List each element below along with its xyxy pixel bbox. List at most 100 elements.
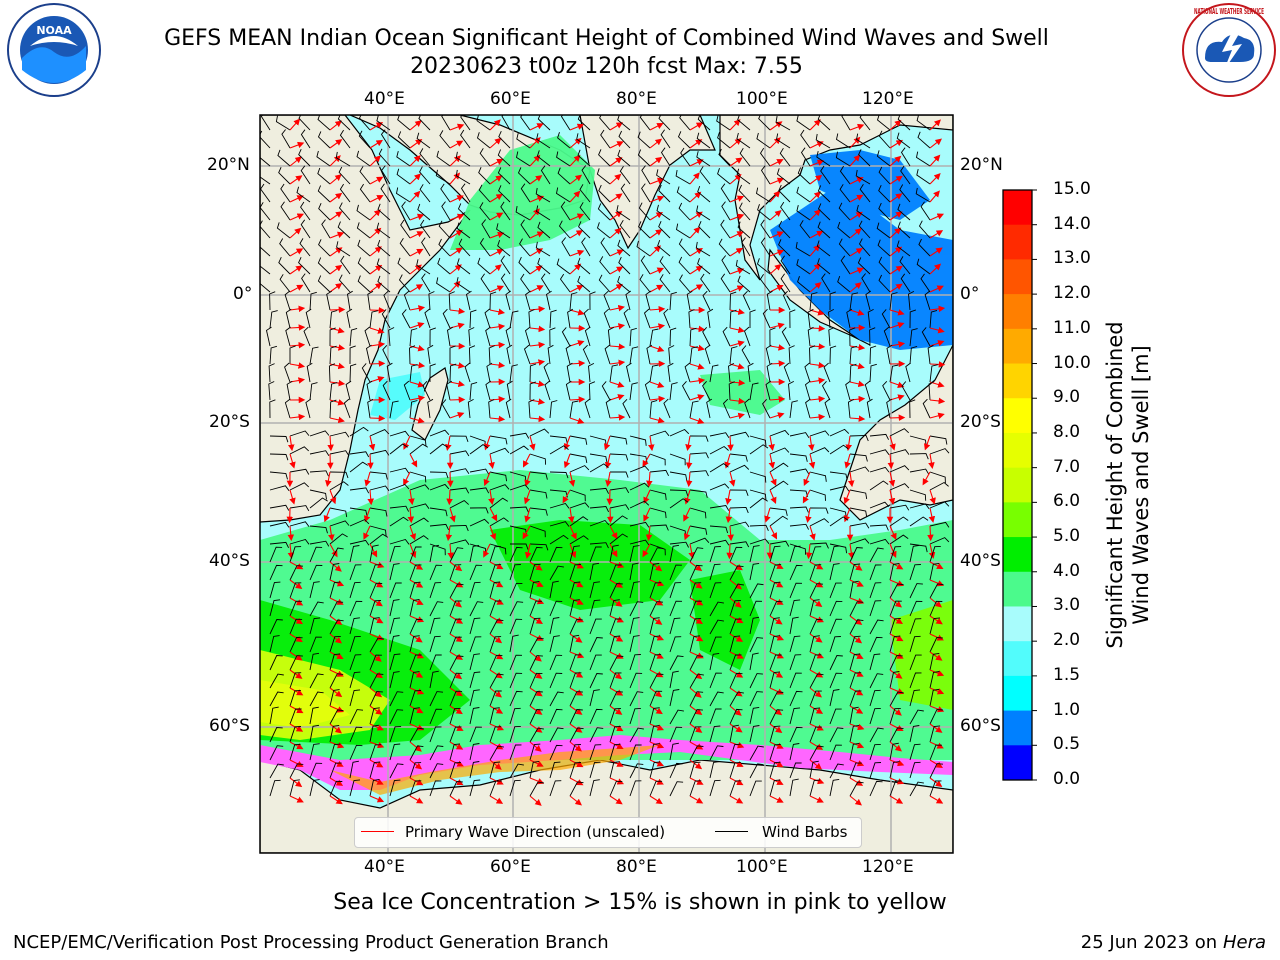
wind-barb xyxy=(529,655,543,671)
lat-tick-left-20n: 20°N xyxy=(207,155,250,175)
wind-barb xyxy=(520,115,531,131)
wind-barb xyxy=(779,147,791,167)
wind-barb xyxy=(309,779,320,797)
wave-direction-arrow xyxy=(529,705,543,715)
wave-direction-arrow xyxy=(729,723,743,733)
wind-barb xyxy=(569,516,589,527)
wave-direction-arrow xyxy=(489,361,506,369)
wind-barb xyxy=(649,690,663,707)
wind-barb xyxy=(649,635,661,653)
wind-barb xyxy=(658,115,671,131)
wind-barb xyxy=(909,583,923,599)
wave-direction-arrow xyxy=(369,705,383,715)
wave-direction-arrow xyxy=(929,361,946,368)
wind-barb xyxy=(804,380,811,401)
wind-barb xyxy=(349,519,370,527)
wind-barb xyxy=(284,290,291,311)
wind-barb xyxy=(598,184,611,203)
wind-barb xyxy=(889,428,910,437)
wind-barb xyxy=(789,707,801,725)
wind-barb xyxy=(289,446,310,455)
wind-barb xyxy=(889,671,900,689)
wind-barb xyxy=(689,564,703,581)
wave-direction-arrow xyxy=(805,507,812,524)
wave-direction-arrow xyxy=(369,579,384,588)
wind-barb xyxy=(684,362,691,383)
wave-direction-arrow xyxy=(409,305,426,312)
wind-barb xyxy=(289,582,302,599)
wind-barb xyxy=(769,671,781,689)
wind-barb xyxy=(899,256,911,275)
wind-barb xyxy=(929,521,950,528)
wind-barb xyxy=(409,671,420,689)
wind-barb xyxy=(618,256,631,275)
wind-barb xyxy=(489,726,502,743)
wind-barb xyxy=(918,238,931,257)
wave-direction-arrow xyxy=(609,633,624,642)
wind-barb xyxy=(569,453,588,463)
wind-barb xyxy=(309,430,330,437)
wave-direction-arrow xyxy=(849,194,864,203)
wind-barb xyxy=(506,344,513,365)
wind-barb xyxy=(403,380,411,401)
wind-barb xyxy=(729,453,748,462)
wind-barb xyxy=(649,328,659,347)
wind-barb xyxy=(489,447,510,455)
wave-direction-arrow xyxy=(809,759,822,770)
wind-barb xyxy=(301,273,311,293)
wave-direction-arrow xyxy=(329,723,342,734)
wind-barb xyxy=(561,327,571,347)
wind-barb xyxy=(329,431,350,438)
wind-barb xyxy=(929,671,940,689)
wave-direction-arrow xyxy=(409,525,417,541)
wave-direction-arrow xyxy=(529,561,543,571)
wave-direction-arrow xyxy=(729,633,744,642)
wind-barb xyxy=(529,581,540,599)
wind-barb xyxy=(509,744,522,761)
wind-barb xyxy=(749,545,760,563)
colorbar-segment xyxy=(1003,537,1032,573)
wind-barb xyxy=(509,690,523,707)
wave-direction-arrow xyxy=(329,561,342,572)
wind-barb xyxy=(429,523,450,531)
wave-direction-arrow xyxy=(369,227,382,239)
wind-barb xyxy=(469,601,484,617)
colorbar-segment xyxy=(1003,328,1032,365)
wind-barb xyxy=(349,635,361,653)
wave-direction-arrow xyxy=(929,138,942,149)
wind-barb xyxy=(847,398,855,419)
wind-barb xyxy=(561,237,571,257)
wind-barb xyxy=(340,255,351,275)
wind-barb xyxy=(289,689,301,707)
wave-height-field xyxy=(260,135,953,760)
lat-tick-right-20n: 20°N xyxy=(960,155,1003,175)
wave-direction-arrow xyxy=(805,543,813,560)
wave-direction-arrow xyxy=(329,247,343,257)
wave-direction-arrow xyxy=(927,525,934,542)
wave-direction-arrow xyxy=(369,687,383,698)
wave-direction-arrow xyxy=(808,453,816,469)
wind-barb xyxy=(589,727,604,743)
wind-barb xyxy=(280,201,291,221)
wind-barb xyxy=(789,309,796,329)
wind-barb xyxy=(782,290,791,311)
wind-barb xyxy=(800,129,811,149)
wind-barb xyxy=(380,129,391,149)
wind-barb xyxy=(396,150,411,167)
wind-barb xyxy=(741,345,751,365)
wind-barb xyxy=(509,779,521,797)
wave-direction-arrow xyxy=(489,415,506,423)
wave-direction-arrow xyxy=(329,231,345,239)
wave-direction-arrow xyxy=(809,244,820,257)
wind-barb xyxy=(849,619,864,635)
wind-barb xyxy=(649,761,661,779)
wave-direction-arrow xyxy=(889,525,897,541)
wind-barb xyxy=(609,672,622,689)
wind-barb xyxy=(869,466,890,473)
wind-barb xyxy=(660,129,671,149)
wind-barb xyxy=(403,290,411,311)
wind-barb xyxy=(449,487,470,494)
wind-barb xyxy=(649,654,662,671)
wave-direction-arrow xyxy=(729,231,744,239)
wave-direction-arrow xyxy=(524,543,532,559)
